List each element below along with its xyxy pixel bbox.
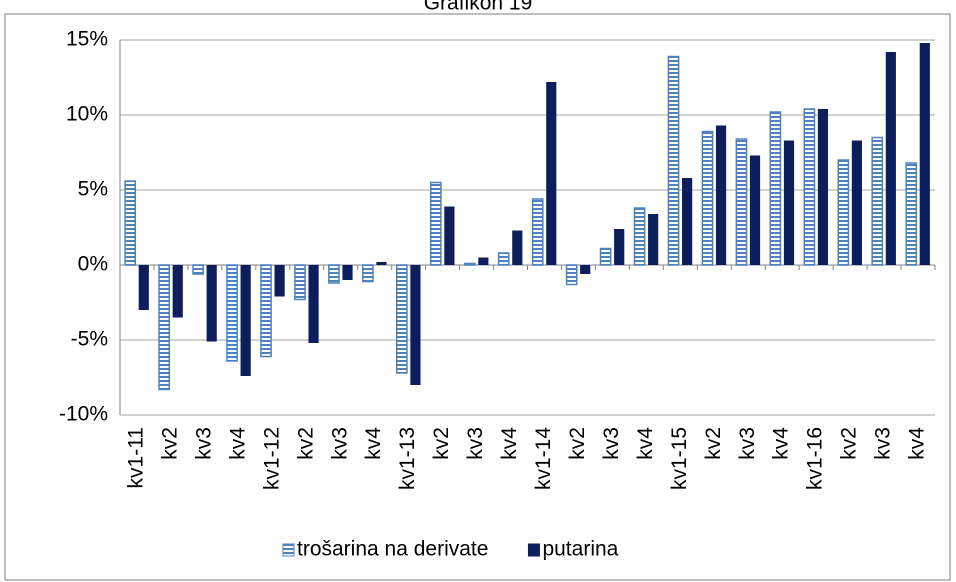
bar <box>546 82 557 265</box>
bar <box>396 264 408 374</box>
bar <box>565 264 578 286</box>
bar <box>274 265 285 297</box>
bar <box>444 206 455 265</box>
bar <box>376 262 387 265</box>
bar <box>648 214 659 265</box>
bar <box>158 264 170 391</box>
bar <box>226 264 238 362</box>
bar <box>701 130 714 266</box>
x-tick-label: kv1-15 <box>668 427 691 490</box>
bar <box>885 52 896 265</box>
x-tick-label: kv3 <box>464 427 487 460</box>
bar <box>715 125 727 265</box>
y-tick-label: 0% <box>78 253 108 276</box>
chart-border <box>4 13 951 581</box>
bar <box>769 111 782 266</box>
legend-label: trošarina na derivate <box>297 538 488 561</box>
bar <box>614 229 625 265</box>
x-tick-label: kv3 <box>192 427 215 460</box>
x-tick-label: kv1-13 <box>396 427 419 490</box>
y-tick-label: -5% <box>71 328 108 351</box>
x-tick-label: kv3 <box>600 427 623 460</box>
x-tick-label: kv2 <box>158 427 181 460</box>
bar <box>512 230 523 265</box>
x-tick-label: kv1-16 <box>804 427 827 490</box>
y-tick-label: 5% <box>78 178 108 201</box>
bar <box>905 162 918 266</box>
x-tick-label: kv4 <box>226 427 249 460</box>
x-tick-label: kv4 <box>906 427 929 460</box>
x-tick-label: kv2 <box>838 427 861 460</box>
chart-title: Grafikon 19 <box>424 0 533 15</box>
x-tick-label: kv3 <box>328 427 351 460</box>
bar <box>599 247 612 266</box>
bar <box>837 159 850 266</box>
y-tick-label: 10% <box>66 103 108 126</box>
bar <box>429 181 442 266</box>
bar <box>871 136 884 266</box>
x-tick-label: kv4 <box>362 427 385 460</box>
bar <box>294 264 306 301</box>
x-tick-label: kv1-11 <box>125 427 148 488</box>
bar <box>240 265 251 376</box>
y-tick-label: 15% <box>66 28 108 51</box>
bar <box>580 265 591 274</box>
bar <box>328 264 340 284</box>
bar <box>138 265 149 310</box>
x-tick-label: kv4 <box>498 427 521 460</box>
bar <box>633 207 646 266</box>
bar <box>192 264 204 275</box>
bar <box>260 264 272 358</box>
bar <box>478 257 489 265</box>
bar <box>308 265 319 343</box>
bar <box>531 198 544 266</box>
bar <box>851 140 862 265</box>
x-tick-label: kv4 <box>770 427 793 460</box>
bar <box>172 265 183 318</box>
x-tick-label: kv2 <box>294 427 317 460</box>
bar <box>803 108 816 266</box>
bar <box>817 109 829 265</box>
bar <box>362 264 374 283</box>
bar <box>463 262 476 266</box>
bar <box>749 155 761 265</box>
x-tick-label: kv1-12 <box>260 427 283 490</box>
legend-swatch <box>282 543 295 557</box>
bar <box>667 55 680 266</box>
bar <box>682 178 693 265</box>
bar <box>919 43 930 265</box>
bar <box>124 180 137 266</box>
y-tick-label: -10% <box>59 403 108 426</box>
bar <box>497 252 510 266</box>
x-tick-label: kv3 <box>736 427 759 460</box>
bar <box>783 140 795 265</box>
legend-label: putarina <box>542 538 618 561</box>
x-tick-label: kv4 <box>634 427 657 460</box>
bar <box>735 138 748 266</box>
x-tick-label: kv2 <box>430 427 453 460</box>
x-tick-label: kv3 <box>872 427 895 460</box>
x-tick-label: kv2 <box>566 427 589 460</box>
bar <box>410 265 421 385</box>
legend-swatch <box>527 543 540 557</box>
x-tick-label: kv1-14 <box>532 427 555 490</box>
bar <box>206 265 217 342</box>
bar <box>342 265 353 280</box>
x-tick-label: kv2 <box>702 427 725 460</box>
